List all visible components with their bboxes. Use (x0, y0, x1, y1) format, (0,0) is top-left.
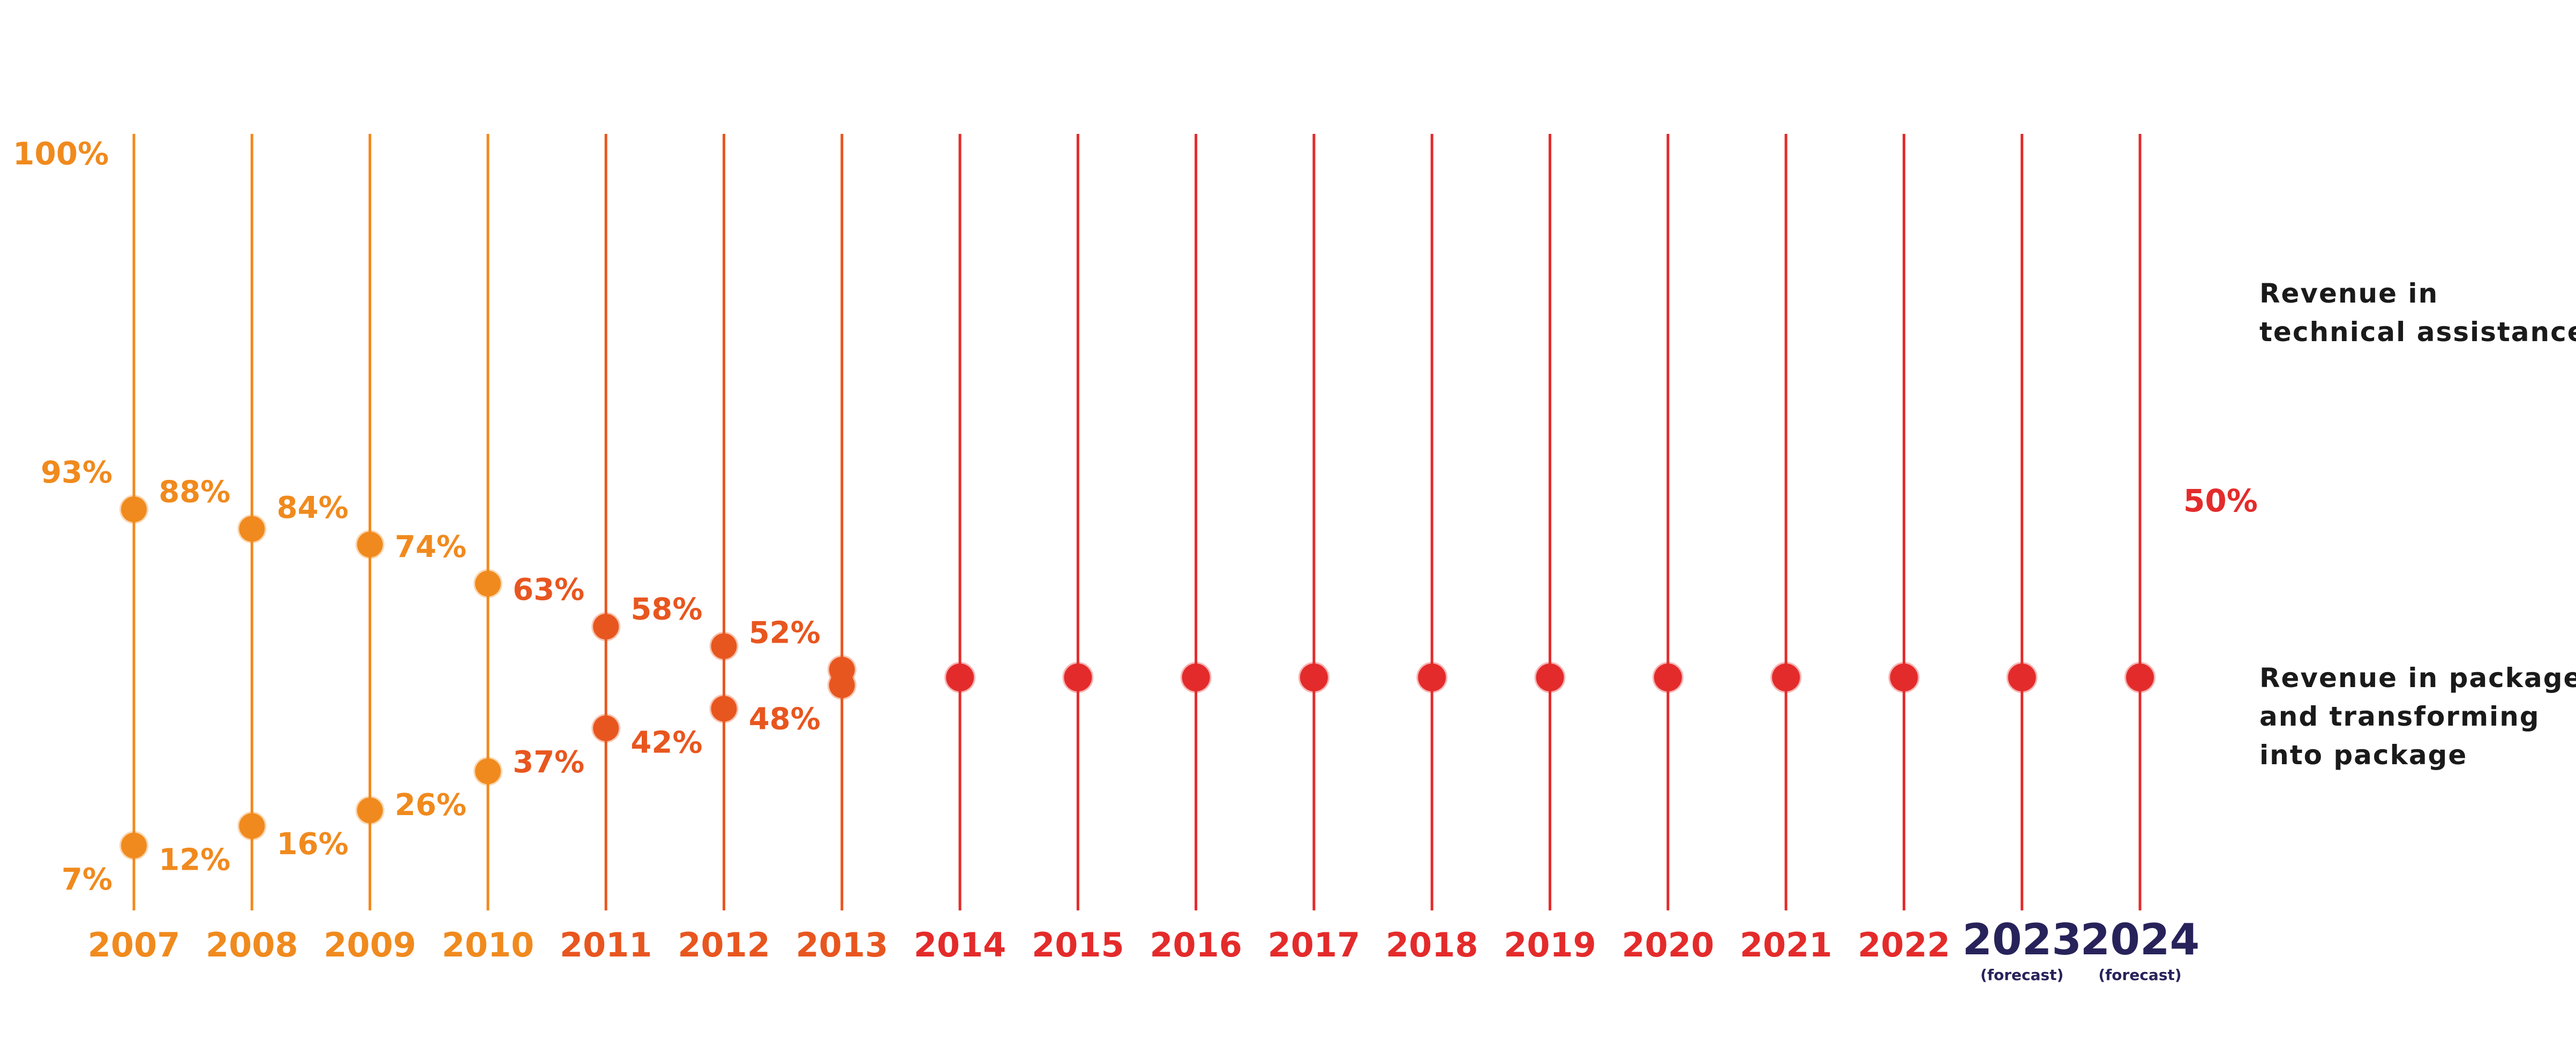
forecast-note-2024: (forecast) (2098, 966, 2181, 984)
merged-point-2018 (1416, 662, 1448, 693)
year-label-2010: 2010 (442, 925, 535, 964)
year-label-2018: 2018 (1386, 925, 1478, 964)
year-label-2011: 2011 (560, 925, 652, 964)
assistance-label-2008: 88% (159, 475, 230, 510)
year-label-2016: 2016 (1150, 925, 1242, 964)
legend-bottom-line-3: into package (2259, 740, 2467, 771)
package-point-2007 (119, 831, 148, 860)
package-label-2007: 7% (62, 862, 112, 897)
merged-point-2022 (1888, 662, 1920, 693)
assistance-label-2011: 63% (513, 572, 584, 607)
year-label-2023: 2023 (1962, 915, 2082, 964)
assistance-label-2012: 58% (630, 592, 702, 627)
assistance-label-2013: 52% (749, 615, 821, 650)
merged-point-2015 (1062, 662, 1094, 693)
year-label-2020: 2020 (1622, 925, 1715, 964)
merged-point-2014 (944, 662, 976, 693)
assistance-point-2011 (591, 612, 621, 642)
package-label-2013: 48% (749, 702, 821, 737)
year-label-2024: 2024 (2081, 915, 2200, 964)
legend-bottom-line-1: Revenue in package (2259, 662, 2576, 694)
legend-technical-assistance: Revenue in technical assistance (2259, 278, 2576, 348)
year-label-2013: 2013 (795, 925, 888, 964)
year-label-2019: 2019 (1504, 925, 1596, 964)
package-label-2008: 12% (159, 842, 230, 877)
package-point-2008 (237, 811, 267, 841)
merged-point-2021 (1770, 662, 1802, 693)
legend-top-line-1: Revenue in (2259, 278, 2438, 309)
forecast-note-2023: (forecast) (1980, 966, 2063, 984)
year-label-2007: 2007 (88, 925, 181, 964)
assistance-label-2009: 84% (277, 491, 349, 525)
package-label-2010: 26% (395, 788, 467, 823)
year-label-2022: 2022 (1858, 925, 1950, 964)
year-label-2017: 2017 (1268, 925, 1361, 964)
assistance-point-2012 (709, 631, 739, 661)
legend-package: Revenue in package and transforming into… (2259, 662, 2576, 771)
assistance-point-2009 (355, 530, 385, 559)
year-label-2014: 2014 (914, 925, 1007, 964)
year-label-2012: 2012 (678, 925, 770, 964)
merged-value-label: 50% (2183, 483, 2258, 519)
package-point-2013 (827, 670, 857, 700)
data-points (119, 495, 2156, 860)
year-lines (132, 134, 2142, 910)
top-label: 100% (13, 135, 109, 172)
legend-top-line-2: technical assistance (2259, 316, 2576, 348)
value-labels: 93% 88% 84% 74% 63% 58% 52% 7% 12% 16% 26% 37% 42% 48… (41, 455, 821, 897)
package-label-2012: 42% (630, 725, 702, 760)
package-point-2011 (591, 713, 621, 743)
package-point-2009 (355, 796, 385, 825)
year-label-2015: 2015 (1032, 925, 1124, 964)
year-label-2008: 2008 (206, 925, 298, 964)
merged-point-2020 (1652, 662, 1684, 693)
year-labels: 2007 2008 2009 2010 2011 2012 2013 2014 2015 2016… (88, 915, 2200, 984)
assistance-label-2007: 93% (41, 455, 112, 490)
merged-point-2024 (2124, 662, 2156, 693)
merged-point-2017 (1298, 662, 1330, 693)
assistance-point-2010 (473, 569, 502, 598)
assistance-label-2010: 74% (395, 530, 467, 564)
package-label-2009: 16% (277, 827, 349, 862)
merged-point-2016 (1180, 662, 1212, 693)
year-label-2021: 2021 (1740, 925, 1833, 964)
assistance-point-2008 (237, 514, 267, 544)
merged-point-2019 (1534, 662, 1566, 693)
year-label-2009: 2009 (324, 925, 416, 964)
assistance-point-2007 (119, 495, 148, 524)
legend-bottom-line-2: and transforming (2259, 701, 2540, 732)
merged-point-2023 (2006, 662, 2038, 693)
package-label-2011: 37% (513, 745, 584, 780)
package-point-2012 (709, 694, 739, 724)
package-point-2010 (473, 757, 502, 786)
